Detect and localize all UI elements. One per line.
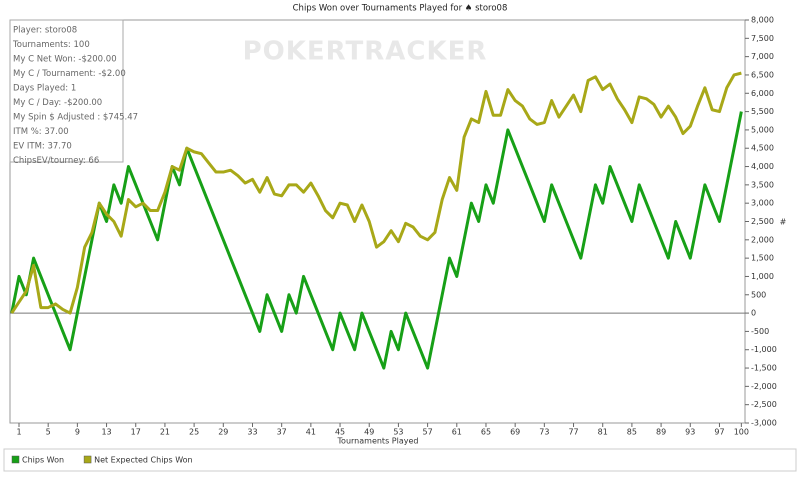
y-tick-label: 7,500 <box>751 34 774 43</box>
x-tick-label: 21 <box>160 428 170 437</box>
x-tick-label: 25 <box>189 428 199 437</box>
y-tick-label: 2,000 <box>751 235 774 244</box>
info-line: ITM %: 37.00 <box>13 127 69 137</box>
watermark: POKERTRACKER <box>243 37 488 67</box>
x-tick-label: 81 <box>598 428 608 437</box>
x-tick-label: 73 <box>539 428 549 437</box>
y-tick-label: -2,500 <box>751 400 777 409</box>
x-tick-label: 77 <box>568 428 578 437</box>
y-tick-label: -2,000 <box>751 382 777 391</box>
x-tick-label: 100 <box>734 428 749 437</box>
x-tick-label: 33 <box>247 428 257 437</box>
info-line: Days Played: 1 <box>13 84 76 94</box>
y-tick-label: 1,500 <box>751 254 774 263</box>
y-tick-label: 3,000 <box>751 199 774 208</box>
x-tick-label: 57 <box>423 428 433 437</box>
y-tick-label: 0 <box>751 309 756 318</box>
y-tick-label: 8,000 <box>751 16 774 25</box>
x-tick-label: 69 <box>510 428 520 437</box>
y-tick-label: -1,000 <box>751 345 777 354</box>
x-tick-label: 17 <box>131 428 141 437</box>
x-tick-label: 37 <box>277 428 287 437</box>
y-tick-label: 5,500 <box>751 107 774 116</box>
y-tick-label: 3,500 <box>751 180 774 189</box>
info-line: My C / Tournament: -$2.00 <box>13 69 126 79</box>
y-tick-label: 6,500 <box>751 70 774 79</box>
y-tick-label: -500 <box>751 327 769 336</box>
x-tick-label: 93 <box>685 428 695 437</box>
x-tick-label: 1 <box>16 428 21 437</box>
legend-frame <box>3 448 797 472</box>
info-line: My C / Day: -$200.00 <box>13 98 102 108</box>
chart-title: Chips Won over Tournaments Played for ♠ … <box>293 4 508 14</box>
y-tick-label: 4,000 <box>751 162 774 171</box>
x-tick-label: 85 <box>627 428 637 437</box>
info-line: My C Net Won: -$200.00 <box>13 55 117 65</box>
x-tick-label: 45 <box>335 428 345 437</box>
info-line: Player: storo08 <box>13 26 77 36</box>
info-line: Tournaments: 100 <box>12 40 90 50</box>
legend-label: Net Expected Chips Won <box>94 456 193 465</box>
info-line: ChipsEV/tourney: 66 <box>13 156 99 166</box>
y-tick-label: 500 <box>751 290 766 299</box>
series-line <box>10 111 743 370</box>
y-tick-label: 2,500 <box>751 217 774 226</box>
series-line <box>10 71 742 315</box>
y-tick-label: -1,500 <box>751 364 777 373</box>
x-tick-label: 53 <box>393 428 403 437</box>
x-tick-label: 5 <box>46 428 51 437</box>
x-axis-label: Tournaments Played <box>337 437 419 446</box>
legend-swatch <box>83 455 92 464</box>
x-tick-label: 29 <box>218 428 228 437</box>
x-tick-label: 97 <box>714 428 724 437</box>
x-tick-label: 61 <box>452 428 462 437</box>
y-tick-label: 7,000 <box>751 52 774 61</box>
info-line: My Spin $ Adjusted : $745.47 <box>13 113 138 123</box>
x-tick-label: 13 <box>101 428 111 437</box>
y-axis-label: # <box>780 218 787 227</box>
info-line: EV ITM: 37.70 <box>13 142 72 152</box>
x-tick-label: 9 <box>75 428 80 437</box>
y-tick-label: 5,000 <box>751 125 774 134</box>
x-tick-label: 65 <box>481 428 491 437</box>
y-tick-label: 6,000 <box>751 89 774 98</box>
legend-swatch <box>11 455 20 464</box>
y-tick-label: 1,000 <box>751 272 774 281</box>
x-tick-label: 49 <box>364 428 374 437</box>
y-tick-label: 4,500 <box>751 144 774 153</box>
info-box <box>9 19 124 163</box>
x-tick-label: 41 <box>306 428 316 437</box>
x-tick-label: 89 <box>656 428 666 437</box>
y-tick-label: -3,000 <box>751 419 777 428</box>
legend-label: Chips Won <box>22 456 64 465</box>
